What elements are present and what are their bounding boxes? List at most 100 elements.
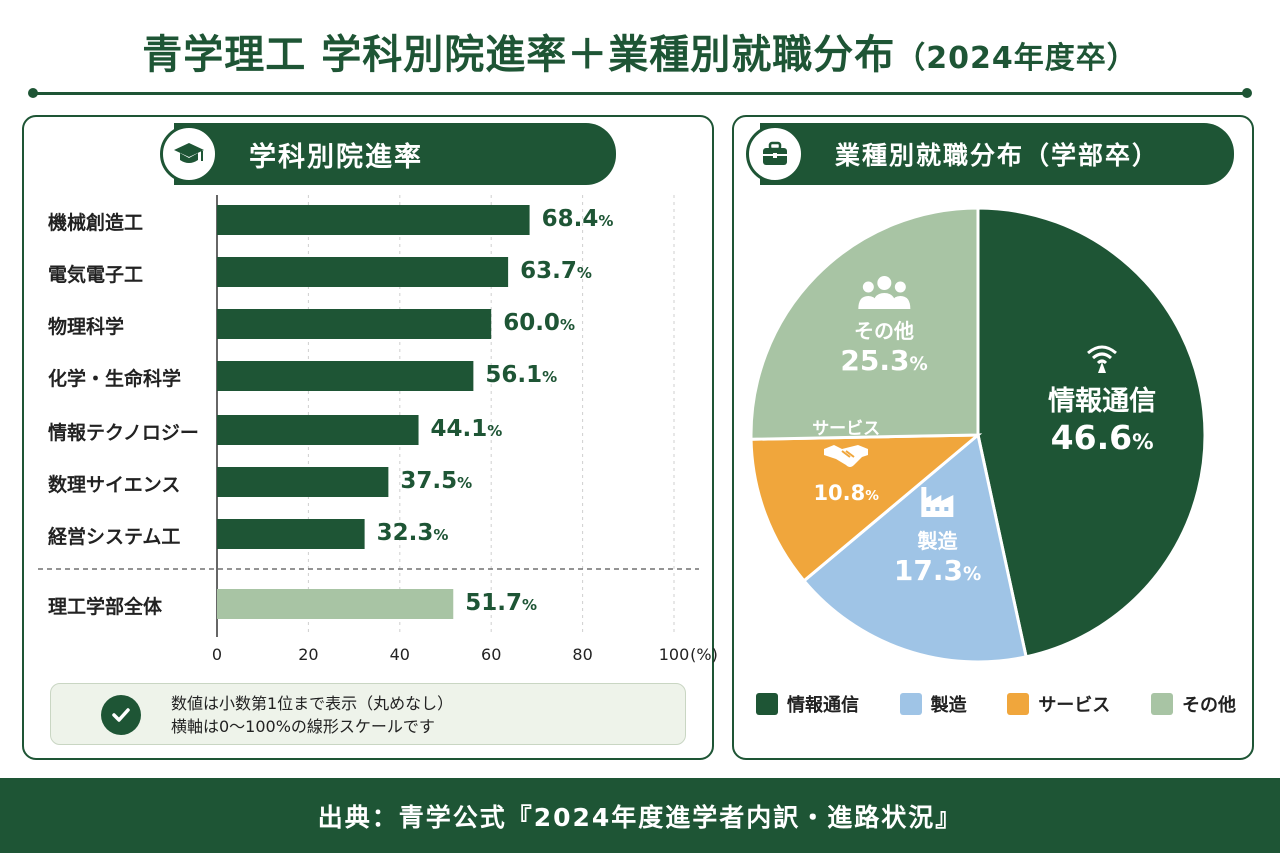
legend-swatch	[1007, 693, 1030, 715]
pie-slice	[976, 206, 1207, 659]
slice-value: 10.8%	[812, 481, 880, 505]
title-main: 青学理工 学科別院進率＋業種別就職分布	[142, 32, 896, 78]
slice-value-unit: %	[865, 488, 879, 505]
pie-chart	[749, 206, 1207, 664]
pie-slice	[749, 433, 983, 583]
legend-item: 製造	[899, 691, 967, 717]
category-label: 理工学部全体	[48, 596, 163, 618]
data-label-value: 37.5	[400, 468, 458, 494]
slice-name: 情報通信	[1048, 385, 1157, 417]
slice-value-unit: %	[1132, 429, 1154, 455]
slice-value-number: 25.3	[840, 343, 910, 377]
source-footer: 出典：青学公式『2024年度進学者内訳・進路状況』	[0, 778, 1280, 853]
note-line-1: 数値は小数第1位まで表示（丸めなし）	[171, 694, 454, 713]
data-label-unit: %	[559, 316, 575, 334]
category-label: 数理サイエンス	[48, 474, 181, 496]
data-label: 56.1%	[485, 362, 557, 388]
title-sub: （2024年度卒）	[895, 41, 1138, 76]
category-label: 経営システム工	[48, 526, 181, 548]
slice-label: 製造 17.3%	[894, 483, 981, 587]
bar-chart-labels: 0 20 40 60 80 100 (%) 機械創造工 68.4% 電気電子工 63.7% 物理科学 6…	[24, 117, 718, 677]
legend-item: サービス	[1007, 691, 1110, 717]
data-label-value: 32.3	[376, 520, 434, 546]
bar-chart-panel: 学科別院進率 0 20 40 60 80 100 (%) 機械創造工 68.4% 電気電子工 63.…	[22, 115, 718, 760]
slice-value-number: 46.6	[1050, 417, 1133, 457]
data-label-unit: %	[576, 264, 592, 282]
people-icon	[840, 273, 927, 315]
slice-label: その他 25.3%	[840, 273, 928, 377]
x-tick-label: 40	[389, 645, 410, 664]
wifi-icon	[1048, 337, 1156, 379]
data-label: 63.7%	[520, 258, 592, 284]
slice-value-number: 10.8	[813, 481, 866, 506]
factory-icon	[894, 483, 981, 525]
legend-label: 製造	[930, 695, 967, 716]
category-label: 電気電子工	[48, 264, 144, 286]
pie-slice	[749, 206, 980, 441]
x-tick-label: 0	[211, 645, 223, 664]
x-tick-label: 100	[658, 645, 690, 664]
slice-value: 17.3%	[894, 554, 981, 587]
bar-chart	[38, 195, 699, 637]
slice-value-unit: %	[962, 564, 982, 586]
bar-total	[217, 589, 454, 619]
legend-label: その他	[1181, 695, 1236, 716]
pie-slice	[801, 432, 1028, 664]
bar	[217, 415, 419, 445]
data-label: 44.1%	[431, 416, 503, 442]
bar	[217, 361, 474, 391]
slice-name: サービス	[812, 419, 881, 440]
pie-chart-panel: 業種別就職分布（学部卒） 情報通信 46.6% 製造 17.3% サービス 10.8% その…	[732, 115, 1254, 760]
x-tick-label: 60	[481, 645, 502, 664]
data-label: 37.5%	[400, 468, 472, 494]
slice-value: 46.6%	[1048, 418, 1156, 457]
title-divider	[28, 88, 1252, 98]
data-label-unit: %	[542, 368, 558, 386]
data-label-value: 56.1	[485, 362, 543, 388]
graduation-cap-icon	[160, 125, 218, 183]
x-unit-label: (%)	[690, 645, 718, 664]
slice-name: その他	[854, 318, 915, 343]
data-label: 32.3%	[377, 520, 449, 546]
slice-label: サービス 10.8%	[812, 414, 880, 505]
data-label-value: 51.7	[465, 590, 523, 616]
handshake-icon	[812, 439, 880, 481]
legend-label: 情報通信	[787, 695, 859, 716]
bar	[217, 205, 530, 235]
data-label: 60.0%	[503, 310, 575, 336]
category-label: 機械創造工	[48, 212, 144, 234]
legend-swatch	[1150, 693, 1173, 715]
slice-value: 25.3%	[840, 344, 927, 377]
data-label: 51.7%	[465, 590, 537, 616]
data-label-value: 63.7	[520, 258, 577, 284]
category-label: 物理科学	[48, 316, 125, 338]
bar	[217, 467, 389, 497]
data-label-unit: %	[433, 526, 449, 544]
x-tick-label: 20	[298, 645, 319, 664]
slice-label: 情報通信 46.6%	[1048, 337, 1156, 457]
bar-chart-title: 学科別院進率	[249, 141, 423, 173]
data-label-unit: %	[598, 212, 614, 230]
pie-legend: 情報通信 製造 サービス その他	[756, 691, 1236, 717]
briefcase-icon	[746, 125, 804, 183]
data-label-unit: %	[487, 422, 503, 440]
legend-item: 情報通信	[756, 691, 859, 717]
legend-label: サービス	[1038, 695, 1111, 716]
slice-value-unit: %	[909, 353, 928, 375]
slice-value-number: 17.3	[893, 554, 963, 588]
bar	[217, 519, 365, 549]
bar-chart-heading: 学科別院進率	[160, 123, 616, 185]
legend-swatch	[756, 693, 778, 715]
data-label: 68.4%	[542, 206, 614, 232]
source-text: 出典：青学公式『2024年度進学者内訳・進路状況』	[317, 802, 963, 832]
data-label-value: 44.1	[430, 416, 488, 442]
pie-chart-labels: 情報通信 46.6% 製造 17.3% サービス 10.8% その他 25.3%	[734, 117, 1252, 677]
check-icon	[101, 695, 141, 735]
chart-note: 数値は小数第1位まで表示（丸めなし） 横軸は0～100%の線形スケールです	[50, 683, 686, 745]
pie-chart-title: 業種別就職分布（学部卒）	[835, 141, 1160, 170]
data-label-unit: %	[457, 474, 473, 492]
note-line-2: 横軸は0～100%の線形スケールです	[171, 717, 435, 736]
data-label-unit: %	[522, 596, 538, 614]
data-label-value: 68.4	[541, 206, 599, 232]
data-label-value: 60.0	[503, 310, 560, 336]
